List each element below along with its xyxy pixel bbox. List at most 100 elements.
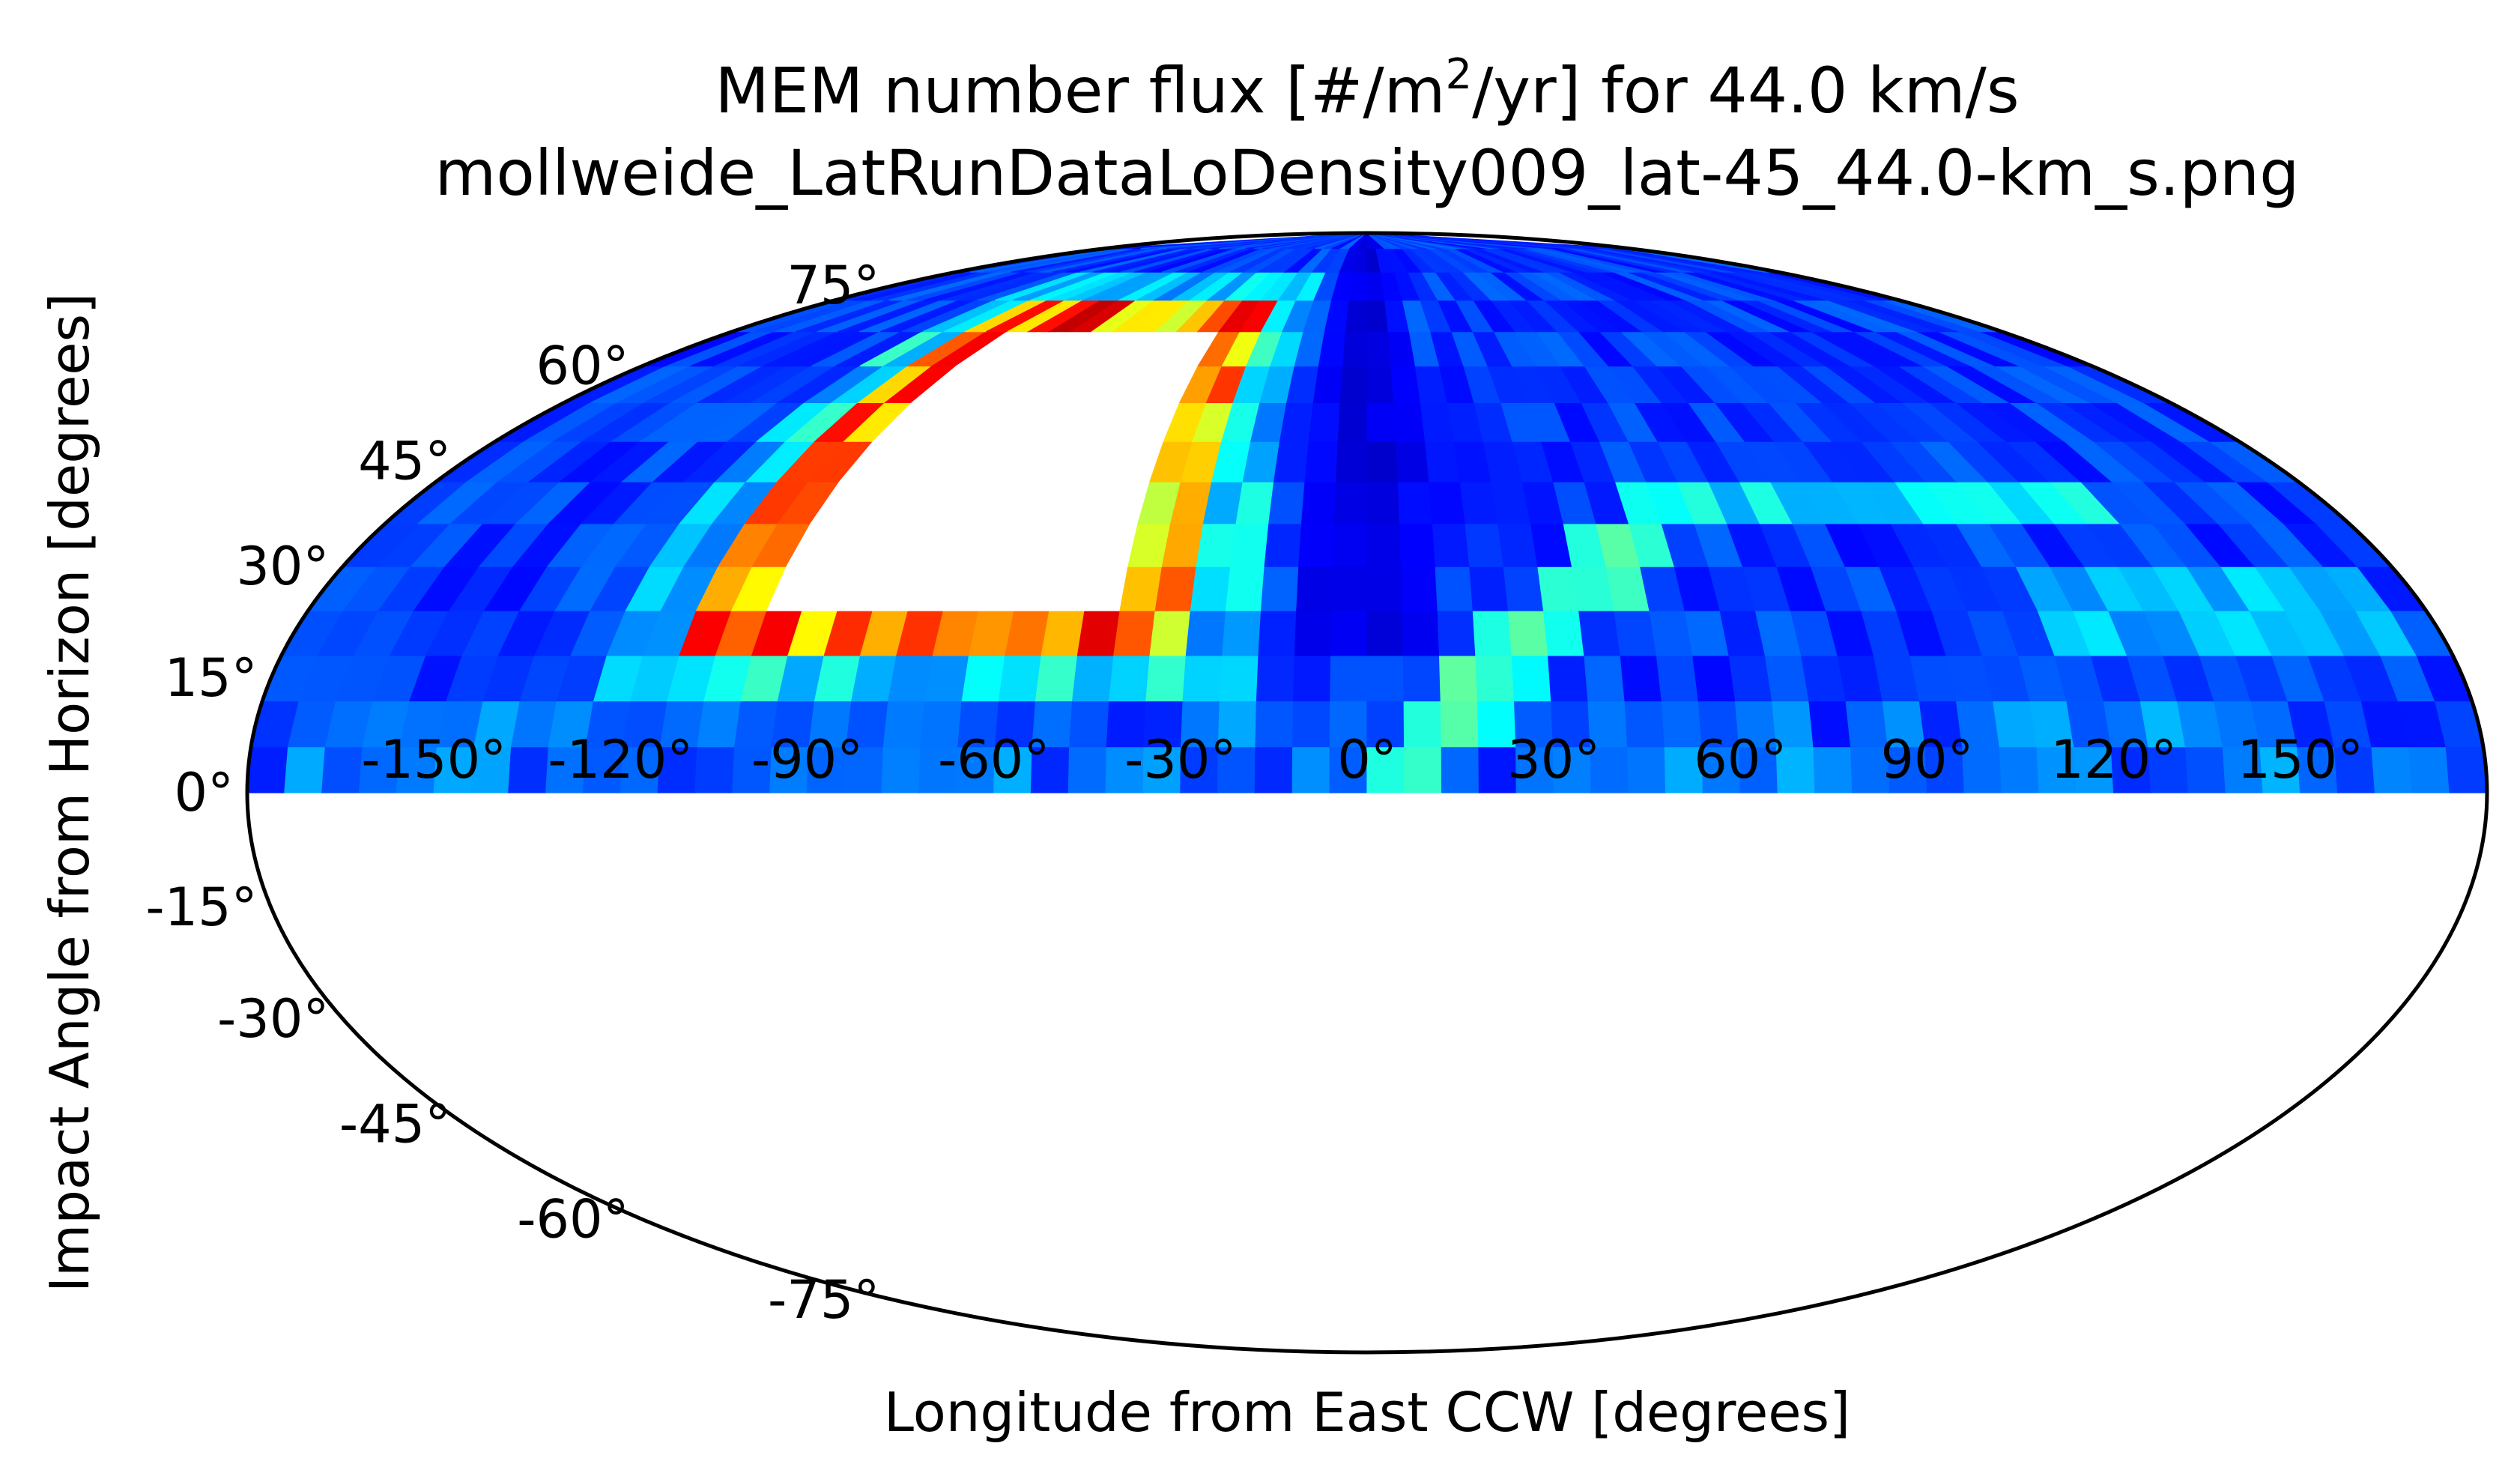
heat-cell — [924, 655, 970, 702]
x-tick-label: 120° — [2050, 729, 2177, 790]
heat-cell — [1225, 566, 1265, 611]
heat-cell — [1472, 610, 1512, 656]
heat-cell — [1432, 523, 1470, 567]
heat-cell — [1109, 655, 1151, 702]
heat-cell — [1366, 441, 1399, 483]
heat-cell — [1403, 700, 1442, 748]
heat-cell — [1584, 655, 1626, 702]
heat-cell — [882, 700, 926, 748]
heat-cell — [1465, 523, 1504, 567]
heat-cell — [1294, 610, 1333, 656]
heat-cell — [1624, 700, 1665, 748]
heat-cell — [881, 745, 921, 793]
heat-cell — [1402, 610, 1441, 656]
heat-cell — [1145, 655, 1187, 702]
heat-cell — [2184, 745, 2226, 793]
heat-cell — [1067, 745, 1107, 793]
projection-outline — [245, 231, 2489, 1355]
heat-cell — [1296, 566, 1334, 611]
heat-cell — [1808, 700, 1852, 748]
heat-cell — [1185, 610, 1227, 656]
heat-cell — [1260, 566, 1300, 611]
x-tick-label: 60° — [1694, 729, 1787, 790]
heat-cell — [1254, 745, 1294, 793]
heat-cell — [1542, 610, 1585, 656]
heat-cell — [321, 745, 363, 793]
heat-cell — [1366, 655, 1405, 702]
y-tick-label: -30° — [217, 988, 329, 1050]
heat-cell — [1366, 566, 1403, 611]
heat-cell — [1149, 610, 1192, 656]
y-tick-label: 0° — [174, 762, 234, 823]
heat-cell — [1308, 402, 1341, 442]
heat-cell — [1435, 566, 1474, 611]
heat-cell — [1230, 523, 1270, 567]
x-tick-label: -30° — [1124, 729, 1236, 790]
heat-cell — [1366, 365, 1395, 404]
heat-cell — [1154, 566, 1197, 611]
heat-cell — [1293, 655, 1332, 702]
heat-cell — [2408, 745, 2450, 793]
heat-cell — [1511, 655, 1552, 702]
heat-cell — [247, 745, 289, 793]
heat-cell — [1728, 655, 1773, 702]
heat-cell — [1113, 610, 1156, 656]
x-tick-label: -90° — [751, 729, 863, 790]
heat-cell — [1366, 523, 1402, 567]
heat-cell — [1547, 655, 1589, 702]
heat-cell — [1441, 745, 1480, 793]
y-tick-label: -45° — [339, 1093, 451, 1155]
heat-cell — [508, 745, 550, 793]
y-tick-label: 30° — [236, 536, 329, 597]
heat-cell — [1813, 745, 1853, 793]
heat-cell — [2371, 745, 2413, 793]
heat-cell — [1507, 610, 1549, 656]
heat-cell — [1342, 331, 1368, 367]
heat-cell — [1331, 566, 1368, 611]
heat-cell — [1429, 481, 1466, 524]
heat-cell — [1273, 441, 1310, 483]
heat-cell — [1298, 523, 1335, 567]
heat-cell — [1393, 402, 1426, 442]
y-tick-label: -15° — [145, 877, 257, 938]
y-tick-labels: 75° 60° 45° 30° 15° 0° -15° -30°-45° -60° -75° — [145, 255, 879, 1331]
heat-cell — [1076, 610, 1121, 656]
heat-cell — [1235, 481, 1275, 524]
heat-cell — [1335, 441, 1368, 483]
heat-cell — [1438, 655, 1479, 702]
heat-cell — [1292, 700, 1331, 748]
heat-cell — [1993, 700, 2038, 748]
heat-cell — [1656, 655, 1700, 702]
heat-cell — [1475, 655, 1515, 702]
heat-cell — [1366, 331, 1392, 367]
heat-cell — [1255, 700, 1294, 748]
y-tick-label: 75° — [787, 255, 879, 316]
heat-cell — [1437, 610, 1476, 656]
heat-cell — [1256, 655, 1296, 702]
chart-title: MEM number flux [#/m2/yr] for 44.0 km/s … — [435, 50, 2300, 210]
heat-cell — [1345, 300, 1368, 333]
heat-cell — [1300, 481, 1337, 524]
heat-cell — [1469, 566, 1509, 611]
heat-cell — [1440, 700, 1479, 748]
heat-cell — [694, 745, 736, 793]
heat-cell — [1268, 481, 1306, 524]
x-tick-label: 150° — [2237, 729, 2363, 790]
heat-cell — [1330, 610, 1368, 656]
heat-cell — [961, 655, 1006, 702]
x-tick-label: 0° — [1337, 729, 1397, 790]
heat-cell — [1397, 481, 1434, 524]
y-axis-label: Impact Angle from Horizon [degrees] — [38, 293, 101, 1292]
heat-cell — [1312, 365, 1344, 404]
heat-cell — [1627, 745, 1667, 793]
heat-cell — [1219, 655, 1259, 702]
heat-cell — [1999, 745, 2040, 793]
x-tick-label: 30° — [1507, 729, 1600, 790]
heat-cell — [1258, 610, 1297, 656]
heat-cell — [1182, 655, 1223, 702]
heat-cell — [1399, 523, 1436, 567]
heat-cell — [1333, 481, 1368, 524]
heat-cell — [1692, 655, 1736, 702]
